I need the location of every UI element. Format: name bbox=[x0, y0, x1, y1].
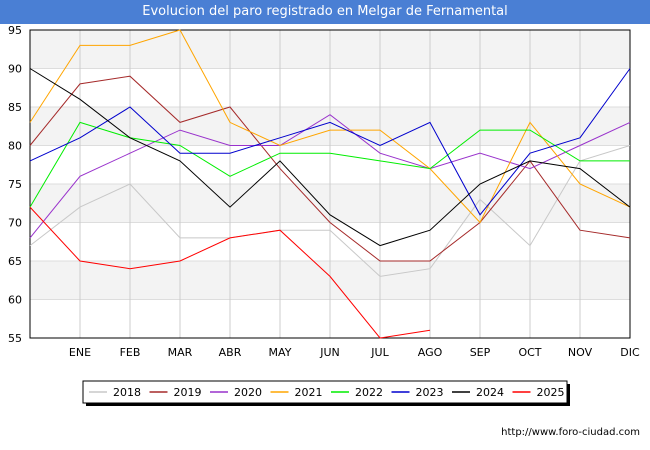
x-tick-label: DIC bbox=[620, 346, 640, 359]
legend-box bbox=[82, 380, 568, 404]
x-tick-label: AGO bbox=[418, 346, 443, 359]
x-tick-label: NOV bbox=[568, 346, 593, 359]
y-tick-label: 85 bbox=[8, 101, 22, 114]
x-tick-label: MAR bbox=[168, 346, 193, 359]
plot-frame bbox=[29, 29, 631, 339]
x-tick-label: FEB bbox=[120, 346, 141, 359]
y-tick-label: 95 bbox=[8, 24, 22, 37]
legend-label-2023: 2023 bbox=[416, 386, 444, 399]
legend-label-2019: 2019 bbox=[174, 386, 202, 399]
x-tick-label: JUN bbox=[319, 346, 340, 359]
y-tick-label: 55 bbox=[8, 332, 22, 345]
y-tick-label: 65 bbox=[8, 255, 22, 268]
x-tick-label: JUL bbox=[370, 346, 389, 359]
source-url: http://www.foro-ciudad.com bbox=[501, 427, 640, 438]
legend: 2018 2019 2020 2021 2022 2023 2024 2025 bbox=[82, 380, 570, 406]
legend-label-2024: 2024 bbox=[476, 386, 504, 399]
series-line-2025 bbox=[29, 206, 431, 339]
legend-label-2025: 2025 bbox=[537, 386, 565, 399]
series-layer bbox=[29, 29, 631, 339]
series-line-2018 bbox=[29, 145, 631, 277]
x-tick-labels: ENE FEB MAR ABR MAY JUN JUL AGO SEP OCT NOV DIC bbox=[69, 346, 640, 359]
x-tick-label: ABR bbox=[219, 346, 242, 359]
x-tick-label: ENE bbox=[69, 346, 91, 359]
y-tick-label: 70 bbox=[8, 217, 22, 230]
series-line-2023 bbox=[29, 68, 631, 216]
legend-label-2022: 2022 bbox=[355, 386, 383, 399]
x-tick-label: SEP bbox=[470, 346, 491, 359]
legend-label-2021: 2021 bbox=[295, 386, 323, 399]
y-tick-labels: 55 60 65 70 75 80 85 90 95 bbox=[8, 24, 22, 345]
y-tick-label: 80 bbox=[8, 140, 22, 153]
legend-label-2018: 2018 bbox=[113, 386, 141, 399]
y-tick-label: 60 bbox=[8, 294, 22, 307]
chart-title: Evolucion del paro registrado en Melgar … bbox=[0, 0, 650, 24]
y-tick-label: 90 bbox=[8, 63, 22, 76]
y-tick-label: 75 bbox=[8, 178, 22, 191]
legend-label-2020: 2020 bbox=[234, 386, 262, 399]
x-tick-label: OCT bbox=[518, 346, 541, 359]
x-tick-label: MAY bbox=[269, 346, 292, 359]
series-line-2021 bbox=[29, 29, 631, 224]
series-line-2020 bbox=[29, 114, 631, 239]
series-line-2024 bbox=[29, 68, 631, 247]
